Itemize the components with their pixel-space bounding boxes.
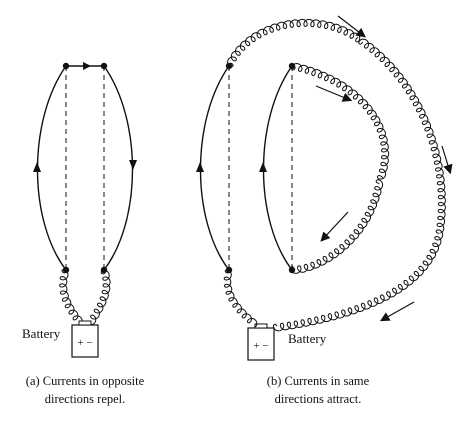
right-wire-a xyxy=(103,65,134,271)
coil-wire-icon xyxy=(272,229,444,332)
caption-line-2: directions repel. xyxy=(45,392,126,406)
caption-line-1: (a) Currents in opposite xyxy=(26,374,145,388)
battery-icon: + − xyxy=(247,323,275,361)
left-wire-a xyxy=(36,65,67,271)
coil-wire-icon xyxy=(223,269,258,328)
arrow-icon xyxy=(196,162,204,172)
coil-wire-icon xyxy=(89,269,111,326)
caption-line-2: directions attract. xyxy=(275,392,362,406)
arrow-icon xyxy=(33,162,41,172)
coil-wire-icon xyxy=(358,38,446,234)
arrow-icon xyxy=(83,62,91,70)
arrow-icon xyxy=(315,85,353,102)
junction-dot xyxy=(62,62,70,70)
arrow-icon xyxy=(379,301,415,322)
coil-wire-icon xyxy=(290,179,384,274)
arrow-icon xyxy=(320,211,349,242)
battery-signs: + − xyxy=(77,337,92,349)
arrow-icon xyxy=(441,145,453,175)
panel-a: + − Battery (a) Currents in opposite dir… xyxy=(22,62,145,406)
battery-signs: + − xyxy=(253,340,268,352)
arrow-icon xyxy=(129,160,137,170)
panel-b: + − Battery (b) Currents in same directi… xyxy=(196,15,453,406)
coil-wire-icon xyxy=(59,269,83,326)
caption-line-1: (b) Currents in same xyxy=(267,374,370,388)
junction-dot xyxy=(100,62,108,70)
arrow-icon xyxy=(337,15,366,38)
battery-label: Battery xyxy=(288,331,327,346)
battery-label: Battery xyxy=(22,326,61,341)
arrow-icon xyxy=(259,162,267,172)
coil-wire-icon xyxy=(291,63,390,180)
coil-wire-icon xyxy=(227,18,361,68)
middle-wire-b xyxy=(262,65,293,271)
left-wire-b xyxy=(199,65,230,271)
battery-icon: + − xyxy=(71,320,99,358)
